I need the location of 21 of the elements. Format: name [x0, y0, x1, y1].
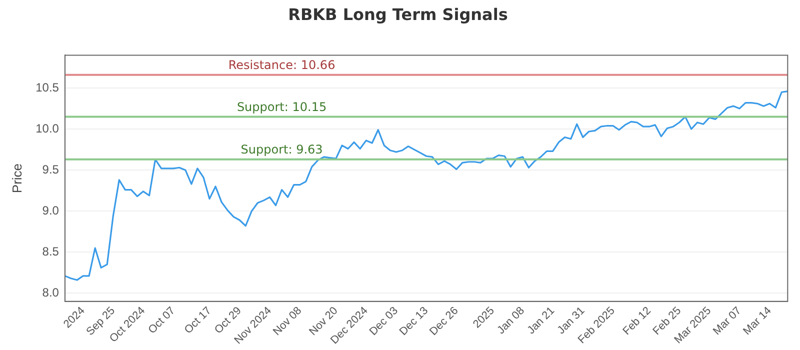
chart-title: RBKB Long Term Signals [288, 4, 508, 24]
ref-line-label: Resistance: 10.66 [228, 58, 336, 72]
ref-line-label: Support: 10.15 [236, 100, 327, 114]
x-tick-label: Dec 26 [428, 304, 461, 338]
x-tick-label: Mar 14 [741, 304, 774, 338]
x-tick-label: Jan 21 [525, 304, 558, 337]
x-tick-label: Oct 17 [182, 304, 214, 336]
x-tick-label: Oct 07 [146, 304, 178, 336]
y-tick-label: 8.0 [42, 285, 60, 300]
x-tick-label: Nov 08 [270, 304, 304, 338]
y-tick-label: 10.0 [36, 121, 60, 136]
x-tick-label: Jan 08 [495, 304, 527, 337]
y-tick-label: 9.0 [42, 203, 60, 218]
y-tick-label: 8.5 [42, 244, 60, 258]
x-tick-label: Dec 03 [367, 304, 400, 338]
x-tick-label: Mar 07 [711, 304, 744, 338]
ref-line-label: Support: 9.63 [240, 142, 323, 157]
y-tick-label: 9.5 [42, 162, 60, 176]
x-tick-label: Feb 12 [620, 304, 654, 338]
y-tick-label: 10.5 [36, 80, 60, 94]
y-axis-title: Price [9, 163, 24, 194]
